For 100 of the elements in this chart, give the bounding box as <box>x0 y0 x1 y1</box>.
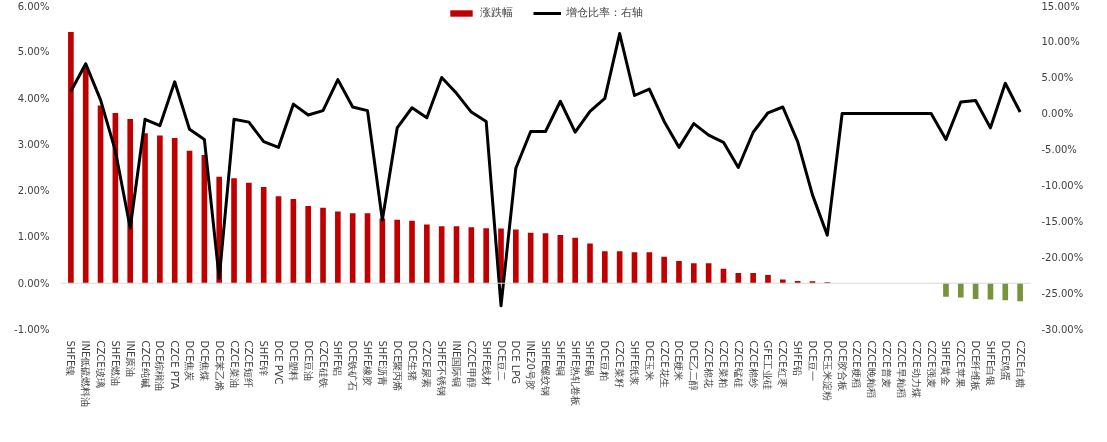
bar <box>305 205 312 284</box>
x-tick-label: DCE豆油 <box>302 340 314 382</box>
y-tick-label: 4.00% <box>17 92 50 104</box>
bar <box>1017 283 1023 302</box>
line-series <box>69 32 1022 308</box>
bar <box>409 220 415 284</box>
x-tick-label: DCE生猪 <box>406 340 418 382</box>
y-tick-label: 2.00% <box>17 185 50 197</box>
y2-tick-label: -10.00% <box>1041 180 1084 191</box>
x-tick-label: SHFE纸浆 <box>628 340 640 387</box>
bar <box>68 31 74 284</box>
x-tick-label: CZCE普麦 <box>881 340 893 388</box>
x-tick-label: DCE粳米 <box>673 340 685 382</box>
x-tick-label: GFE工业硅 <box>762 340 774 391</box>
x-tick-label: DCE豆二 <box>495 340 507 382</box>
y-tick-label: 6.00% <box>17 0 50 12</box>
x-tick-label: DCE PVC <box>273 340 285 385</box>
legend-label: 涨跌幅 <box>480 5 513 20</box>
x-tick-label: SHFE线材 <box>480 340 492 387</box>
y2-tick-label: 10.00% <box>1041 36 1080 47</box>
y2-tick-label: 0.00% <box>1041 108 1074 119</box>
bar <box>602 251 608 284</box>
x-tick-label: DCE LPG <box>510 340 522 385</box>
x-tick-label: CZCE菜油 <box>228 340 240 388</box>
y2-tick-label: -30.00% <box>1041 324 1084 335</box>
x-tick-label: CZCE棉花 <box>703 340 715 388</box>
x-tick-label: INE低硫燃料油 <box>80 340 92 408</box>
x-tick-label: SHFE黄金 <box>940 340 952 387</box>
bar <box>171 137 178 284</box>
x-tick-label: DCE玉米 <box>643 340 655 382</box>
x-tick-label: DCE棕榈油 <box>154 340 166 392</box>
x-tick-label: INE原油 <box>124 340 136 378</box>
x-tick-label: SHFE铝 <box>332 340 344 377</box>
y-tick-label: 3.00% <box>17 138 50 150</box>
bar <box>231 178 237 284</box>
x-tick-label: CZCE苹果 <box>955 340 967 388</box>
x-tick-label: SHFE螺纹钢 <box>540 340 551 397</box>
bar <box>394 219 400 284</box>
y-tick-label: 0.00% <box>17 277 50 289</box>
bar <box>320 207 326 284</box>
x-tick-label: SHFE镍 <box>65 340 77 377</box>
x-tick-label: DCE乙二醇 <box>688 340 700 392</box>
x-tick-label: CZCE白糖 <box>1014 340 1026 388</box>
x-tick-label: CZCE短纤 <box>243 340 255 388</box>
x-tick-label: INE国际铜 <box>451 340 463 388</box>
x-tick-label: CZCE菜籽 <box>614 340 626 388</box>
x-tick-label: DCE铁矿石 <box>347 340 359 392</box>
x-tick-label: DCE苯乙烯 <box>213 340 225 392</box>
y-tick-label: -1.00% <box>14 324 50 335</box>
x-tick-label: CZCE粳稻 <box>851 340 863 388</box>
bar <box>246 182 252 284</box>
y2-tick-label: -25.00% <box>1041 288 1084 299</box>
x-tick-label: SHFE不锈钢 <box>436 340 448 397</box>
x-tick-label: CZCE棉纱 <box>747 340 759 388</box>
x-tick-label: DCE豆一 <box>806 340 818 382</box>
x-tick-label: DCE纤维板 <box>970 340 982 392</box>
bar <box>691 263 697 284</box>
bar <box>349 213 356 284</box>
x-tick-label: CZCE PTA <box>169 340 181 390</box>
x-tick-label: CZCE花生 <box>658 340 670 388</box>
x-tick-label: SHFE锌 <box>258 340 270 377</box>
x-tick-label: DCE聚丙烯 <box>391 340 403 392</box>
bar <box>572 237 578 284</box>
bar <box>335 211 341 284</box>
y2-tick-label: 15.00% <box>1041 0 1080 12</box>
bar <box>157 135 163 284</box>
bar <box>513 229 519 284</box>
bar <box>587 243 593 284</box>
x-tick-label: CZCE玻璃 <box>95 340 107 388</box>
bar <box>1002 283 1009 301</box>
x-tick-label: SHFE热轧卷板 <box>569 340 581 407</box>
y2-tick-label: 5.00% <box>1041 72 1074 83</box>
bar <box>483 228 489 284</box>
bar <box>424 224 430 284</box>
x-tick-label: SHFE铜 <box>554 340 566 377</box>
x-tick-label: CZCE尿素 <box>421 340 433 388</box>
x-tick-label: SHFE沥青 <box>376 340 388 387</box>
bar <box>260 186 267 284</box>
bar <box>661 256 667 284</box>
x-tick-label: SHFE锡 <box>584 340 596 377</box>
x-tick-label: SHFE铅 <box>792 340 804 377</box>
y2-tick-label: -20.00% <box>1041 252 1084 263</box>
x-tick-label: CZCE早籼稻 <box>895 340 907 398</box>
x-tick-label: DCE焦煤 <box>198 340 210 382</box>
x-tick-label: DCE胶合板 <box>836 340 848 392</box>
x-tick-label: DCE塑料 <box>287 340 299 382</box>
x-tick-label: SHFE燃油 <box>109 340 121 387</box>
x-tick-label: DCE豆粕 <box>599 340 611 382</box>
bar <box>750 273 756 284</box>
x-tick-label: CZCE锰硅 <box>732 340 744 388</box>
y2-tick-label: -5.00% <box>1041 144 1077 155</box>
x-tick-label: SHFE白银 <box>984 340 996 387</box>
y-tick-label: 5.00% <box>17 46 50 58</box>
x-tick-label: INE20号胶 <box>525 340 537 390</box>
bar <box>957 283 964 298</box>
x-tick-label: CZCE红枣 <box>777 340 789 388</box>
bar <box>82 67 89 284</box>
bar <box>943 283 949 297</box>
legend-label: 增仓比率：右轴 <box>566 5 643 20</box>
bar <box>142 133 148 284</box>
